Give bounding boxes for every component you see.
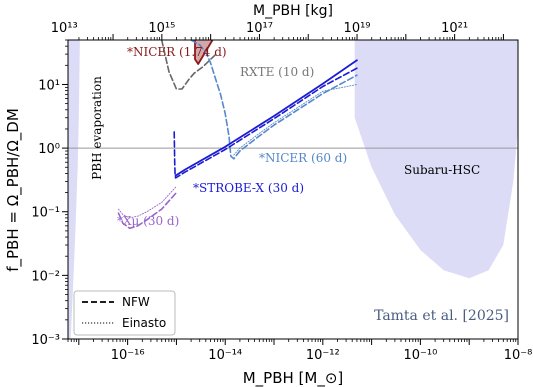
legend-label-einasto: Einasto (122, 316, 166, 330)
annotation-xmu-30d: *Xμ (30 d) (117, 214, 179, 228)
series-layer (117, 40, 358, 230)
plot-frame (67, 39, 519, 340)
top-tick-label-10: 10¹³ (51, 21, 78, 36)
series-strobe-x-30-d-solid-5 (174, 59, 358, 177)
series-nicer-60-d-dashed-2 (190, 40, 358, 160)
x-tick-label-10: 10⁻¹⁰ (403, 348, 437, 363)
series-rxte-10-d-dashed-1 (160, 40, 217, 90)
y-axis-label: f_PBH = Ω_PBH/Ω_DM (4, 108, 23, 272)
top-tick-label-10: 10²¹ (441, 21, 468, 36)
x-tick-label-10: 10⁻¹⁴ (208, 348, 242, 363)
legend-label-nfw: NFW (122, 295, 150, 309)
annotation-rxte-10d: RXTE (10 d) (240, 65, 314, 79)
top-tick-label-10: 10¹⁷ (246, 21, 273, 36)
axis-ticks: 10⁻¹⁶ 10⁻¹⁴ 10⁻¹² 10⁻¹⁰ 10⁻⁸ 10⁻³ 10⁻² 10⁻¹ 10⁰ 1… (31, 21, 532, 363)
series-strobe-x-30-d-dashed-4 (173, 67, 358, 179)
annotation-strobe-x-30d: *STROBE-X (30 d) (193, 181, 304, 195)
series-x-30-d-dashed-6 (117, 191, 178, 230)
excluded-regions (68, 40, 518, 339)
series-x-30-d-dotted-7 (118, 185, 177, 219)
y-tick-label-10: 10⁰ (38, 142, 60, 157)
series-nicer-60-d-dotted-3 (233, 84, 358, 156)
annotation-nicer-60d: *NICER (60 d) (259, 151, 347, 165)
top-tick-label-10: 10¹⁵ (148, 21, 175, 36)
annotation-subaru-hsc: Subaru-HSC (404, 163, 480, 177)
region-subaru-hsc (354, 40, 518, 279)
legend-box (73, 290, 176, 336)
top-axis-label: M_PBH [kg] (253, 3, 333, 19)
region-pbh-evaporation (68, 40, 80, 339)
y-tick-label-10: 10⁻³ (31, 333, 60, 348)
legend: NFW Einasto (73, 290, 176, 336)
x-tick-label-10: 10⁻⁸ (504, 348, 533, 363)
credit-label: Tamta et al. [2025] (374, 308, 509, 324)
annotation-pbh-evaporation: PBH evaporation (90, 76, 104, 180)
annotation-nicer-1-74d: *NICER (1.74 d) (127, 45, 227, 59)
top-tick-label-10: 10¹⁹ (344, 21, 371, 36)
y-tick-label-10: 10¹ (38, 78, 60, 93)
x-tick-label-10: 10⁻¹² (306, 348, 340, 363)
x-axis-label: M_PBH [M_⊙] (243, 369, 344, 387)
plot-area (68, 40, 518, 339)
y-tick-label-10: 10⁻¹ (31, 206, 60, 221)
x-tick-label-10: 10⁻¹⁶ (111, 348, 145, 363)
y-tick-label-10: 10⁻² (31, 269, 60, 284)
